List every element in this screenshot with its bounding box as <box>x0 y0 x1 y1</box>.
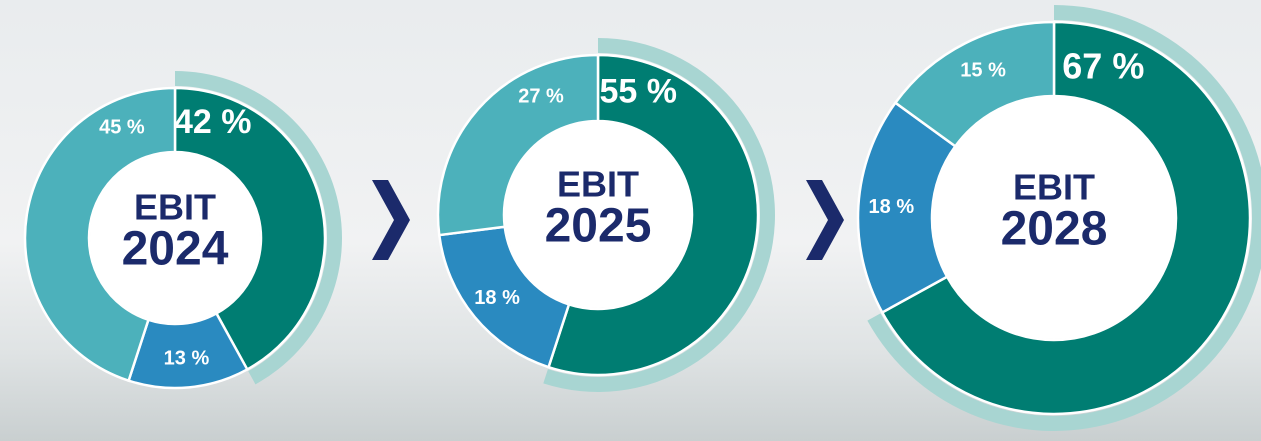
center-title: EBIT <box>557 164 639 205</box>
chevron <box>372 180 410 260</box>
value-label: 15 % <box>960 60 1006 82</box>
value-label: 13 % <box>164 348 210 370</box>
value-label: 18 % <box>474 287 520 309</box>
value-label: 67 % <box>1062 46 1144 87</box>
highlight-arc <box>175 71 343 385</box>
donut-hole <box>933 97 1175 339</box>
center-year: 2028 <box>1001 203 1108 256</box>
value-label: 42 % <box>174 103 252 141</box>
center-year: 2025 <box>545 200 652 253</box>
value-label: 55 % <box>600 72 678 110</box>
center-year: 2024 <box>122 223 229 276</box>
center-title: EBIT <box>1013 167 1095 208</box>
value-label: 27 % <box>518 85 564 107</box>
value-label: 45 % <box>99 116 145 138</box>
donut-segment <box>893 20 1056 149</box>
donut-segment <box>23 86 177 383</box>
donut-segment <box>856 101 958 315</box>
donut-segment <box>173 86 327 372</box>
donut-hole <box>90 153 260 323</box>
donut-hole <box>505 122 691 308</box>
donut-segment <box>880 20 1252 416</box>
donut-segment <box>546 53 760 377</box>
value-label: 18 % <box>869 196 915 218</box>
chevron <box>806 180 844 260</box>
donut-segment <box>436 53 600 237</box>
center-title: EBIT <box>134 187 216 228</box>
